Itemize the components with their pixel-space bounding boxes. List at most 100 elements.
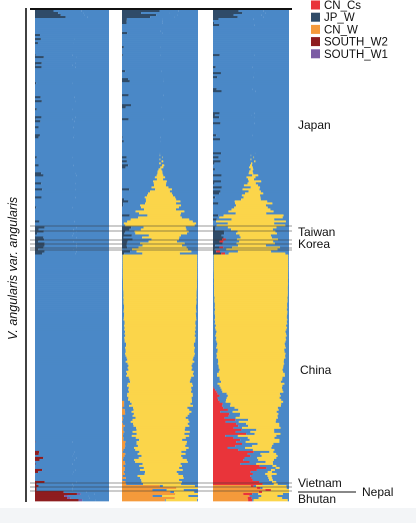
bar-segment-jp-cs — [122, 74, 160, 77]
bar-segment-cn-cs-yellow — [122, 266, 198, 269]
bar-segment-jp-cs — [74, 120, 109, 123]
bar-segment-jp-cs — [267, 200, 289, 203]
bar-segment-jp-cs — [251, 32, 289, 35]
bar-segment-cn-cs-yellow — [123, 304, 197, 307]
bar-segment-jp-cs — [179, 236, 198, 239]
bar-segment-cn-cs-yellow — [128, 368, 192, 372]
bar-segment-jp-cs — [251, 34, 289, 37]
bar-segment-jp-cs — [122, 344, 127, 348]
bar-segment-jp-cs — [191, 250, 198, 253]
bar-segment-jp-cs — [75, 100, 109, 103]
bar-segment-jp-cs — [35, 70, 72, 73]
bar-segment-jp-cs — [72, 168, 109, 171]
bar-segment-cn-w — [122, 496, 175, 500]
bar-segment-cn-cs-yellow — [216, 330, 286, 333]
bar-segment-jp-cs — [272, 202, 289, 205]
bar-segment-cn-cs-yellow — [270, 488, 289, 492]
bar-segment-jp-w — [213, 162, 215, 165]
bar-segment-jp-w — [122, 164, 129, 167]
bar-segment-jp-w — [35, 206, 37, 209]
bar-segment-jp-cs — [72, 308, 109, 311]
bar-segment-jp-cs — [122, 62, 160, 65]
bar-segment-jp-cs — [218, 214, 224, 217]
bar-segment-jp-cs — [122, 216, 139, 219]
bar-segment-jp-cs — [35, 274, 72, 277]
bar-segment-cn-cs-yellow — [133, 408, 190, 412]
bar-segment-jp-cs — [35, 384, 72, 388]
bar-segment-jp-cs — [220, 122, 255, 125]
bar-segment-cn-cs-yellow — [267, 470, 272, 474]
bar-segment-jp-cs — [35, 472, 73, 476]
bar-segment-jp-cs — [122, 360, 126, 364]
bar-segment-jp-w — [122, 198, 125, 201]
bar-segment-jp-cs — [213, 312, 215, 315]
bar-segment-cn-cs — [213, 480, 260, 484]
bar-segment-jp-cs — [35, 416, 72, 420]
bar-segment-jp-cs — [123, 436, 136, 440]
bar-segment-jp-cs — [122, 266, 123, 269]
bar-segment-jp-cs — [35, 290, 72, 293]
bar-segment-jp-cs — [122, 352, 126, 356]
bar-segment-jp-cs — [197, 260, 198, 263]
bar-segment-jp-cs — [213, 146, 251, 149]
bar-segment-cn-cs-yellow — [258, 492, 283, 496]
bar-segment-cn-w — [122, 434, 123, 438]
bar-segment-jp-w — [213, 240, 220, 243]
bar-segment-jp-cs — [261, 180, 289, 183]
bar-segment-jp-cs — [214, 182, 248, 185]
bar-segment-jp-cs — [125, 480, 142, 484]
bar-segment-jp-cs — [35, 270, 72, 273]
bar-segment-cn-cs-yellow — [154, 176, 166, 179]
bar-segment-jp-cs — [176, 470, 198, 474]
bar-segment-jp-cs — [287, 280, 289, 283]
bar-segment-cn-cs-yellow — [241, 194, 261, 197]
bar-segment-cn-cs — [249, 494, 250, 498]
bar-segment-jp-w — [35, 54, 36, 57]
bar-segment-jp-cs — [272, 476, 289, 480]
bar-segment-jp-cs — [213, 224, 217, 227]
bar-segment-jp-cs — [35, 378, 72, 382]
bar-segment-cn-cs-yellow — [127, 220, 193, 223]
bar-segment-jp-cs — [44, 238, 77, 241]
bar-segment-cn-cs-yellow — [124, 338, 196, 342]
bar-segment-jp-cs — [73, 452, 109, 456]
bar-segment-jp-cs — [72, 18, 109, 21]
bar-segment-jp-cs — [73, 232, 109, 235]
bar-segment-cn-cs-yellow — [214, 284, 288, 287]
bar-segment-jp-cs — [42, 468, 76, 472]
bar-segment-jp-cs — [213, 292, 215, 295]
bar-segment-jp-cs — [127, 240, 149, 243]
bar-segment-jp-cs — [213, 110, 251, 113]
bar-segment-cn-cs-yellow — [132, 248, 189, 251]
bar-segment-jp-cs — [213, 358, 219, 362]
bar-segment-jp-cs — [72, 222, 109, 225]
bar-segment-jp-cs — [73, 484, 109, 488]
bar-segment-jp-cs — [122, 162, 160, 165]
bar-segment-cn-cs-yellow — [128, 376, 192, 380]
bar-segment-cn-cs-yellow — [217, 348, 285, 352]
bar-segment-jp-cs — [284, 342, 289, 346]
bar-segment-jp-cs — [35, 310, 72, 313]
bar-segment-cn-w — [122, 406, 123, 410]
bar-segment-jp-cs — [44, 480, 77, 484]
bar-segment-jp-cs — [213, 58, 251, 61]
bar-segment-jp-cs — [189, 430, 198, 434]
bar-segment-jp-cs — [72, 270, 109, 273]
bar-segment-jp-cs — [213, 288, 215, 291]
bar-segment-jp-cs — [255, 152, 289, 155]
bar-segment-jp-cs — [213, 286, 215, 289]
bar-segment-jp-cs — [122, 110, 160, 113]
bar-segment-jp-cs — [122, 60, 160, 63]
bar-segment-jp-cs — [213, 36, 251, 39]
bar-segment-cn-cs-yellow — [257, 456, 277, 460]
bar-segment-jp-cs — [124, 404, 130, 408]
bar-segment-jp-cs — [286, 338, 289, 342]
bar-segment-jp-w — [122, 54, 123, 57]
bar-segment-cn-cs-yellow — [134, 446, 189, 450]
bar-segment-jp-cs — [122, 154, 160, 157]
bar-segment-jp-cs — [72, 444, 109, 448]
bar-segment-jp-cs — [160, 88, 198, 91]
bar-segment-jp-cs — [196, 302, 198, 305]
bar-segment-jp-cs — [213, 50, 251, 53]
bar-segment-jp-cs — [35, 118, 73, 121]
